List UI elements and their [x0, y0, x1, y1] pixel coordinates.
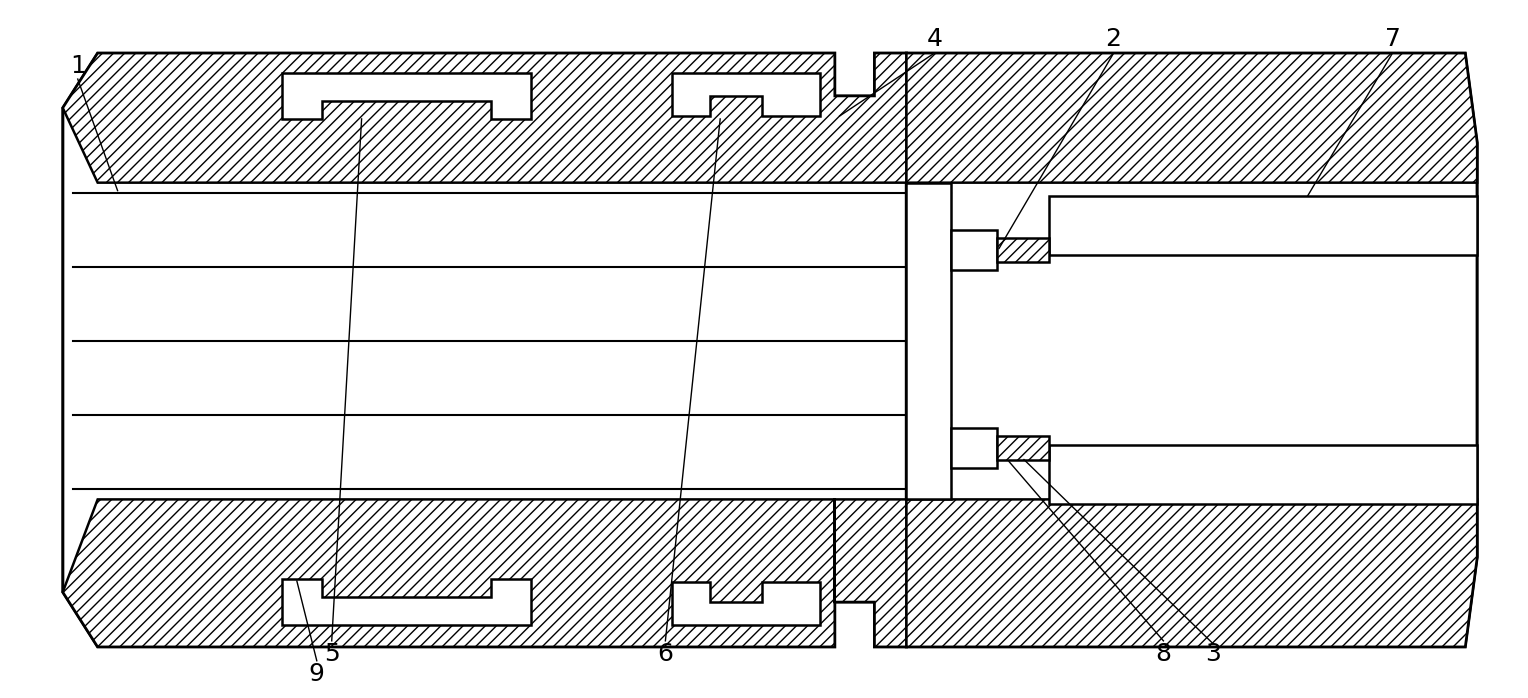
- Polygon shape: [672, 582, 821, 625]
- Text: 7: 7: [1384, 27, 1401, 51]
- Text: 3: 3: [1206, 641, 1221, 666]
- Text: 2: 2: [1106, 27, 1122, 51]
- Text: 6: 6: [657, 641, 674, 666]
- Polygon shape: [1048, 445, 1478, 505]
- Polygon shape: [906, 53, 1478, 647]
- Polygon shape: [283, 579, 530, 625]
- Polygon shape: [63, 499, 906, 647]
- Polygon shape: [906, 183, 952, 499]
- Polygon shape: [998, 239, 1048, 262]
- Polygon shape: [63, 53, 906, 183]
- Polygon shape: [998, 436, 1048, 459]
- Text: 5: 5: [324, 641, 339, 666]
- Polygon shape: [952, 428, 998, 468]
- Polygon shape: [63, 53, 906, 647]
- Polygon shape: [906, 499, 1478, 647]
- Polygon shape: [672, 73, 821, 116]
- Text: 1: 1: [70, 54, 86, 78]
- Polygon shape: [283, 73, 530, 119]
- Polygon shape: [906, 53, 1478, 183]
- Text: 8: 8: [1155, 641, 1172, 666]
- Text: 4: 4: [926, 27, 943, 51]
- Polygon shape: [952, 230, 998, 270]
- Text: 9: 9: [309, 662, 325, 685]
- Polygon shape: [1048, 195, 1478, 255]
